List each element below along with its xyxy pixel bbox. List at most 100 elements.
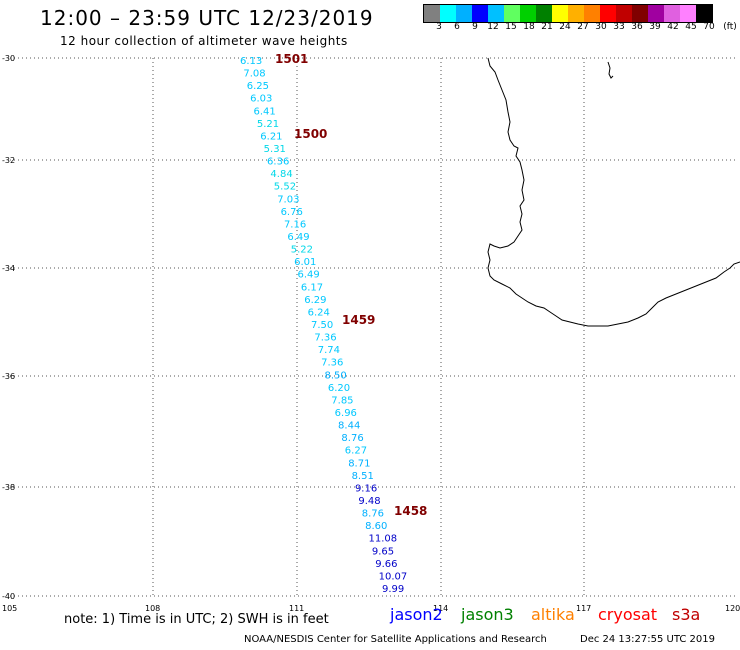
satellite-jason3: jason3 xyxy=(461,605,514,624)
legend-tick-label: 33 xyxy=(613,22,625,32)
wave-height-value: 6.24 xyxy=(308,307,330,318)
wave-height-value: 9.65 xyxy=(372,546,394,557)
legend-swatch xyxy=(472,5,488,22)
lat-label: -34 xyxy=(2,264,15,273)
legend-swatch xyxy=(440,5,456,22)
lat-lon-grid: -30 -32 -34 -36 -38 -40 105 108 111 114 117 120 xyxy=(2,54,740,613)
coastline-australia xyxy=(487,57,740,327)
lon-label: 111 xyxy=(289,604,304,613)
wave-height-value: 6.25 xyxy=(247,81,269,92)
legend-tick-label: 42 xyxy=(667,22,679,32)
wave-height-value: 6.29 xyxy=(304,295,326,306)
note-text: note: 1) Time is in UTC; 2) SWH is in fe… xyxy=(64,612,329,627)
legend-tick-label: 36 xyxy=(631,22,643,32)
lon-label: 117 xyxy=(576,604,591,613)
satellite-jason2: jason2 xyxy=(390,605,443,624)
satellite-altika: altika xyxy=(531,605,575,624)
legend-swatch xyxy=(552,5,568,22)
lat-label: -30 xyxy=(2,54,15,63)
legend-tick-label: 21 xyxy=(541,22,553,32)
wave-height-value: 7.16 xyxy=(284,219,306,230)
legend-tick-label: 3 xyxy=(436,22,442,32)
satellite-s3a: s3a xyxy=(672,605,701,624)
legend-swatch xyxy=(616,5,632,22)
track-labels: 1501 1500 1459 1458 xyxy=(275,52,427,518)
lat-label: -38 xyxy=(2,483,15,492)
lon-label: 120 xyxy=(725,604,740,613)
wave-height-value: 6.96 xyxy=(335,408,357,419)
legend-swatch xyxy=(696,5,712,22)
wave-height-value: 6.49 xyxy=(297,270,319,281)
legend-swatch xyxy=(648,5,664,22)
legend-tick-label: 70 xyxy=(703,22,715,32)
wave-height-value: 6.49 xyxy=(287,232,309,243)
legend-swatch xyxy=(632,5,648,22)
wave-height-value: 5.22 xyxy=(291,245,313,256)
wave-height-value: 9.99 xyxy=(382,584,404,595)
lon-label: 108 xyxy=(145,604,160,613)
wave-height-value: 6.03 xyxy=(250,94,272,105)
wave-height-value: 7.85 xyxy=(331,395,353,406)
coastline-island xyxy=(607,61,614,79)
legend-swatch xyxy=(568,5,584,22)
legend-tick-label: 15 xyxy=(505,22,517,32)
wave-height-value: 6.27 xyxy=(345,446,367,457)
legend-swatch xyxy=(504,5,520,22)
satellite-cryosat: cryosat xyxy=(598,605,658,624)
legend-swatch xyxy=(456,5,472,22)
page-title: 12:00 – 23:59 UTC 12/23/2019 xyxy=(40,6,374,30)
wave-height-value: 10.07 xyxy=(379,571,408,582)
legend-unit: (ft) xyxy=(723,22,737,32)
wave-height-value: 7.36 xyxy=(314,333,336,344)
wave-height-value: 6.13 xyxy=(240,56,262,67)
lat-label: -36 xyxy=(2,372,15,381)
legend-swatch xyxy=(520,5,536,22)
wave-height-value: 6.17 xyxy=(301,282,323,293)
wave-height-value: 6.21 xyxy=(260,131,282,142)
wave-height-value: 8.60 xyxy=(365,521,387,532)
legend-tick-label: 27 xyxy=(577,22,589,32)
wave-height-value: 9.66 xyxy=(375,559,397,570)
legend-swatch xyxy=(664,5,680,22)
lat-label: -32 xyxy=(2,156,15,165)
wave-height-value: 7.08 xyxy=(243,69,265,80)
legend-tick-label: 12 xyxy=(487,22,499,32)
wave-height-value: 8.44 xyxy=(338,421,360,432)
wave-height-labels: 6.13 7.086.25 6.036.41 5.216.21 5.31 6.364.84… xyxy=(240,56,407,595)
wave-height-value: 5.52 xyxy=(274,182,296,193)
wave-height-value: 7.36 xyxy=(321,358,343,369)
legend-swatch xyxy=(488,5,504,22)
wave-height-value: 8.51 xyxy=(352,471,374,482)
wave-height-value: 6.36 xyxy=(267,157,289,168)
wave-height-value: 8.76 xyxy=(341,433,363,444)
legend-swatch xyxy=(680,5,696,22)
track-label: 1500 xyxy=(294,127,327,141)
wave-height-value: 8.76 xyxy=(362,509,384,520)
track-label: 1459 xyxy=(342,313,375,327)
wave-height-value: 7.50 xyxy=(311,320,333,331)
legend-tick-label: 45 xyxy=(685,22,697,32)
legend-tick-label: 24 xyxy=(559,22,571,32)
page-subtitle: 12 hour collection of altimeter wave hei… xyxy=(60,34,348,48)
wave-height-value: 4.84 xyxy=(270,169,292,180)
lon-label: 105 xyxy=(2,604,17,613)
wave-height-value: 9.48 xyxy=(358,496,380,507)
wave-height-value: 11.08 xyxy=(368,534,397,545)
wave-height-value: 8.50 xyxy=(325,370,347,381)
legend-swatch xyxy=(424,5,440,22)
color-scale-legend xyxy=(423,4,713,23)
wave-height-value: 6.20 xyxy=(328,383,350,394)
legend-tick-label: 9 xyxy=(472,22,478,32)
footer-credit: NOAA/NESDIS Center for Satellite Applica… xyxy=(244,634,547,645)
wave-height-value: 7.74 xyxy=(318,345,340,356)
wave-height-value: 5.21 xyxy=(257,119,279,130)
footer-timestamp: Dec 24 13:27:55 UTC 2019 xyxy=(580,634,715,645)
legend-tick-label: 6 xyxy=(454,22,460,32)
wave-height-value: 6.76 xyxy=(281,207,303,218)
legend-tick-label: 30 xyxy=(595,22,607,32)
legend-swatch xyxy=(600,5,616,22)
wave-height-value: 7.03 xyxy=(277,194,299,205)
legend-swatch xyxy=(584,5,600,22)
lat-label: -40 xyxy=(2,592,15,601)
